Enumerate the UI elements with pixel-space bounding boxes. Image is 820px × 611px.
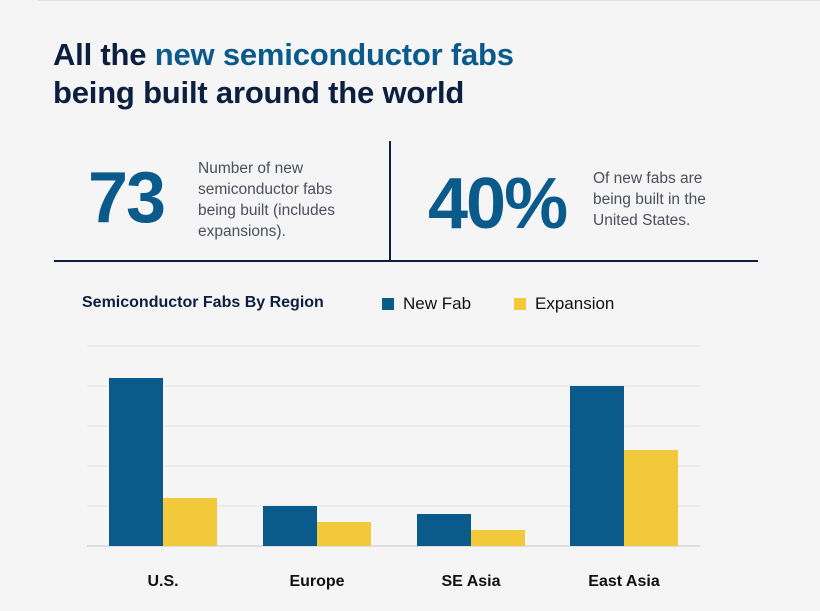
stats-horizontal-divider: [54, 260, 758, 262]
x-tick-label: U.S.: [147, 573, 178, 590]
headline-accent: new semiconductor fabs: [154, 37, 514, 72]
page-headline: All the new semiconductor fabs being bui…: [53, 36, 514, 112]
bar-expansion-europe: [317, 522, 371, 546]
stat-desc-fab-count: Number of new semiconductor fabs being b…: [198, 160, 336, 240]
bar-expansion-u-s: [163, 498, 217, 546]
legend-swatch-new-fab: [382, 298, 394, 310]
headline-line2: being built around the world: [53, 75, 465, 110]
legend-swatch-expansion: [514, 298, 526, 310]
legend-label-expansion: Expansion: [535, 294, 615, 313]
bar-expansion-east-asia: [624, 450, 678, 546]
bar-new-fab-se-asia: [417, 514, 471, 546]
bar-expansion-se-asia: [471, 530, 525, 546]
bar-new-fab-europe: [263, 506, 317, 546]
bar-new-fab-east-asia: [570, 386, 624, 546]
x-tick-label: East Asia: [588, 573, 660, 590]
stat-number-us-share: 40%: [428, 164, 568, 244]
stat-desc-us-share: Of new fabs are being built in the Unite…: [593, 170, 706, 229]
stats-vertical-divider: [389, 141, 391, 261]
bar-new-fab-u-s: [109, 378, 163, 546]
x-tick-label: SE Asia: [442, 573, 501, 590]
top-rule: [38, 0, 820, 1]
stat-number-fab-count: 73: [88, 158, 166, 238]
legend-label-new-fab: New Fab: [403, 294, 472, 313]
headline-plain: All the: [53, 37, 155, 72]
x-tick-label: Europe: [289, 573, 344, 590]
chart-title: Semiconductor Fabs By Region: [82, 294, 324, 311]
